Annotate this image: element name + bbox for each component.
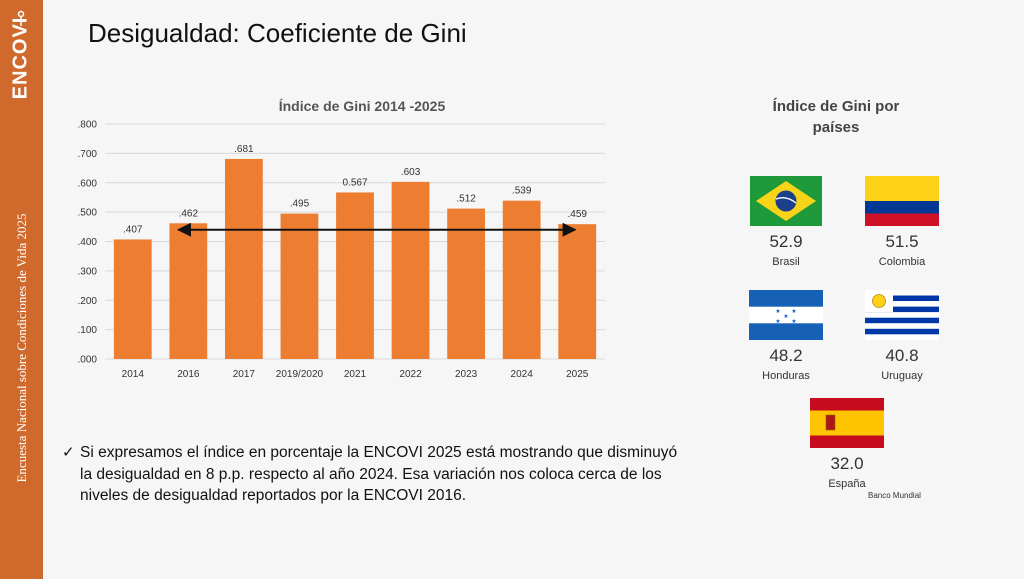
country-espana: 32.0 España [792,398,902,490]
sidebar: ENCOVI Encuesta Nacional sobre Condicion… [0,0,43,579]
country-name: Honduras [762,370,810,382]
data-label: 0.567 [342,177,367,188]
source-note: Banco Mundial [868,491,921,500]
country-colombia: 51.5 Colombia [847,176,957,268]
country-name: Brasil [772,256,800,268]
svg-text:★: ★ [791,318,796,325]
data-label: .459 [567,209,587,220]
gini-value: 32.0 [830,454,864,473]
country-honduras: ★ ★ ★ ★ ★ 48.2 Honduras [731,290,841,382]
y-tick-label: .200 [78,296,98,307]
checkmark-icon: ✓ [62,444,75,461]
svg-text:★: ★ [791,308,796,315]
gini-value: 51.5 [885,232,919,251]
bar [280,213,319,359]
data-label: .512 [456,194,476,205]
data-label: .495 [290,199,310,210]
x-tick-label: 2021 [344,369,367,380]
x-tick-label: 2025 [566,369,589,380]
x-tick-label: 2016 [177,369,200,380]
note-text: Si expresamos el índice en porcentaje la… [80,444,678,504]
x-tick-label: 2019/2020 [276,369,324,380]
encovi-logo [17,10,25,26]
spain-flag-icon [810,398,884,448]
brazil-flag-icon [750,176,822,226]
bar [558,224,597,359]
colombia-flag-icon [865,176,939,226]
bar [502,200,541,359]
data-label: .603 [401,167,421,178]
gini-value: 52.9 [769,232,803,251]
gini-value: 40.8 [885,346,919,365]
y-tick-label: .700 [78,149,98,160]
svg-text:★: ★ [775,308,780,315]
svg-text:★: ★ [783,313,788,320]
data-label: .681 [234,144,254,155]
bar [225,158,263,359]
bar [391,181,430,359]
y-tick-label: .000 [78,355,98,366]
country-uruguay: 40.8 Uruguay [847,290,957,382]
country-name: Colombia [878,256,926,268]
gini-bar-chart: Índice de Gini 2014 -2025 .000 .100 .200 .3… [78,98,605,380]
bar [169,223,208,359]
svg-text:★: ★ [775,318,780,325]
country-brasil: 52.9 Brasil [731,176,841,268]
logo-text: ENCOVI [9,16,32,100]
data-label: .407 [123,224,143,235]
y-tick-label: .100 [78,325,98,336]
sidebar-caption: Encuesta Nacional sobre Condiciones de V… [14,213,29,483]
x-tick-label: 2024 [511,369,534,380]
x-tick-label: 2023 [455,369,478,380]
y-tick-label: .800 [78,120,98,131]
data-label: .462 [179,208,199,219]
chart-title: Índice de Gini 2014 -2025 [279,98,446,114]
country-name: España [828,478,866,490]
uruguay-flag-icon [865,290,939,340]
x-tick-label: 2022 [399,369,422,380]
bar [336,192,374,359]
y-tick-label: .400 [78,237,98,248]
page-title: Desigualdad: Coeficiente de Gini [88,18,467,48]
y-tick-label: .600 [78,178,98,189]
bar [447,208,485,359]
x-tick-label: 2014 [122,369,145,380]
countries-panel-title: Índice de Gini por países [772,98,900,136]
x-tick-label: 2017 [233,369,256,380]
gini-value: 48.2 [769,346,803,365]
y-tick-label: .500 [78,208,98,219]
bar [113,239,152,359]
honduras-flag-icon: ★ ★★ ★ ★ [749,290,823,340]
y-tick-label: .300 [78,266,98,277]
data-label: .539 [512,186,532,197]
country-name: Uruguay [881,370,923,382]
